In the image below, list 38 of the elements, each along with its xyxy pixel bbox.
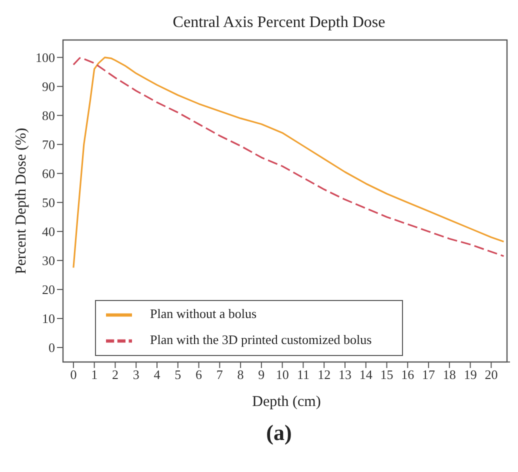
y-tick-label: 0 xyxy=(48,340,55,356)
x-tick-label: 6 xyxy=(196,367,203,382)
x-tick-label: 2 xyxy=(112,367,118,382)
x-tick-label: 19 xyxy=(464,367,477,382)
x-tick-label: 12 xyxy=(318,367,331,382)
y-tick-label: 70 xyxy=(42,137,55,152)
text: (a) xyxy=(265,420,293,446)
x-tick-label: 18 xyxy=(442,367,456,382)
x-tick-label: 4 xyxy=(154,367,161,382)
x-tick-label: 3 xyxy=(132,367,140,382)
x-tick-label: 5 xyxy=(174,367,182,382)
x-tick-label: 1 xyxy=(91,367,98,382)
x-tick-label: 15 xyxy=(380,367,394,382)
x-tick-label: 13 xyxy=(338,367,352,382)
y-tick-label: 90 xyxy=(42,79,55,94)
y-tick-label: 10 xyxy=(42,311,55,326)
x-tick-label: 17 xyxy=(422,367,436,382)
x-tick-label: 7 xyxy=(216,367,224,382)
chart-title: Central Axis Percent Depth Dose xyxy=(172,13,386,33)
legend-label: Plan with the 3D printed customized bolus xyxy=(150,332,372,347)
y-tick-label: 100 xyxy=(36,50,55,66)
legend-label: Plan without a bolus xyxy=(150,306,257,321)
x-tick-label: 11 xyxy=(296,367,310,382)
x-tick-label: 8 xyxy=(237,367,244,382)
x-tick-label: 9 xyxy=(258,367,265,382)
y-tick-label: 20 xyxy=(42,282,55,298)
x-tick-label: 20 xyxy=(484,367,498,382)
x-tick-label: 10 xyxy=(276,367,289,382)
x-tick-label: 14 xyxy=(359,367,373,382)
x-axis-title: Depth (cm) xyxy=(252,394,321,410)
y-tick-label: 80 xyxy=(42,108,55,124)
x-tick-label: 16 xyxy=(401,367,415,382)
y-tick-label: 40 xyxy=(42,224,55,240)
y-axis-title: Percent Depth Dose (%) xyxy=(13,128,30,274)
x-tick-label: 0 xyxy=(70,367,77,382)
y-tick-label: 50 xyxy=(42,195,55,210)
y-tick-label: 30 xyxy=(42,253,55,268)
y-tick-label: 60 xyxy=(42,166,55,182)
